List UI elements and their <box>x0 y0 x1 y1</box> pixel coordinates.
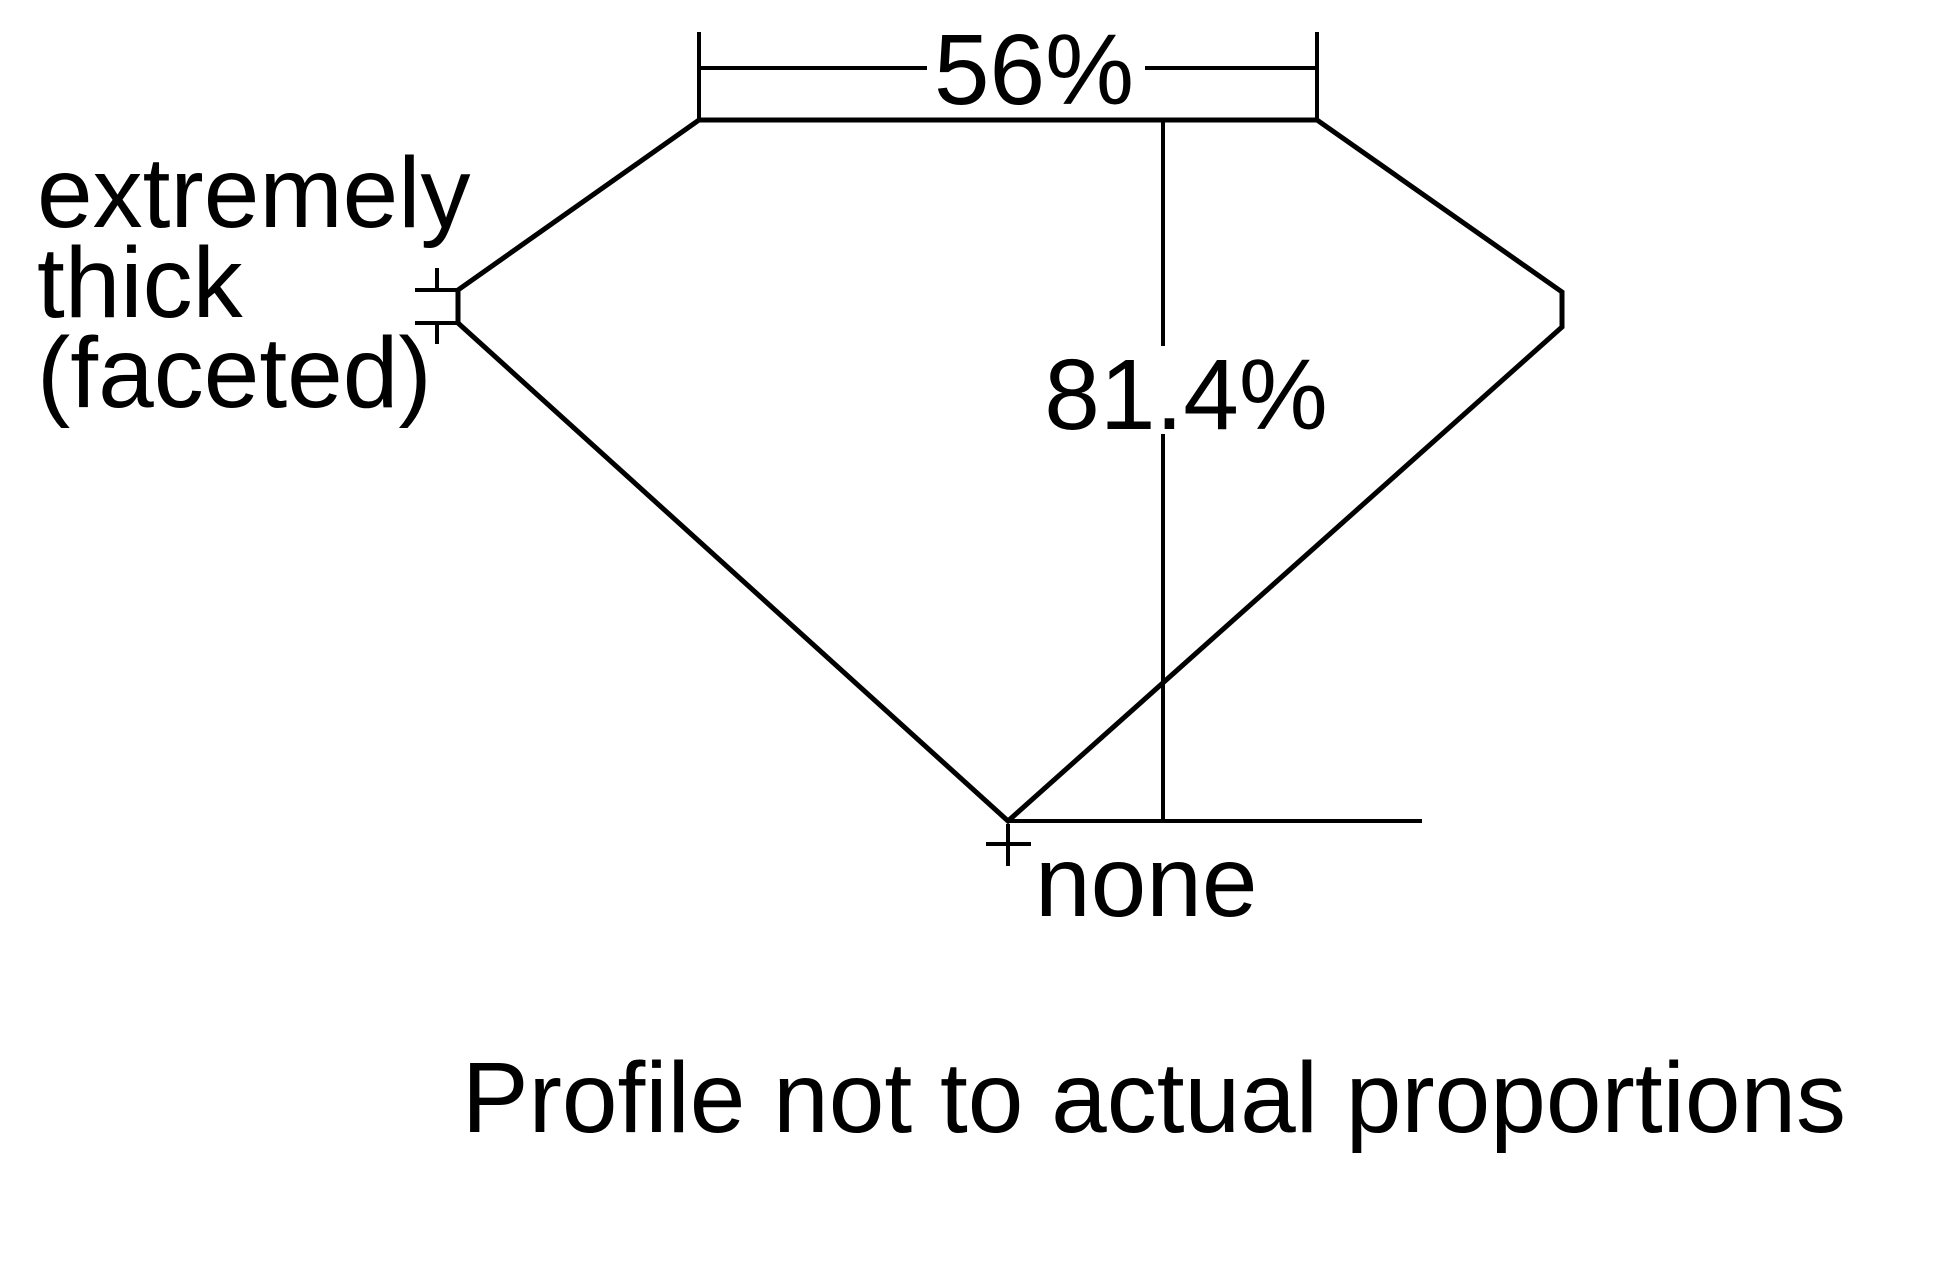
girdle-label-line-3: (faceted) <box>37 317 432 429</box>
culet-plus-mark-icon <box>986 824 1031 866</box>
girdle-bottom-marker-icon <box>415 321 458 344</box>
labels-group: 56% 81.4% extremely thick (faceted) none… <box>37 14 1846 1154</box>
diamond-outline-group <box>455 117 1565 825</box>
girdle-label-line-1: extremely <box>37 137 470 249</box>
girdle-thickness-label: extremely thick (faceted) <box>37 137 470 429</box>
depth-percent-label: 81.4% <box>1044 339 1328 451</box>
girdle-top-marker-icon <box>415 268 458 292</box>
culet-label: none <box>1035 826 1257 938</box>
girdle-label-line-2: thick <box>37 227 244 339</box>
diamond-profile-shape <box>455 117 1565 825</box>
caption-text: Profile not to actual proportions <box>462 1042 1846 1154</box>
dimension-lines-group <box>415 32 1422 866</box>
table-percent-label: 56% <box>934 14 1134 126</box>
